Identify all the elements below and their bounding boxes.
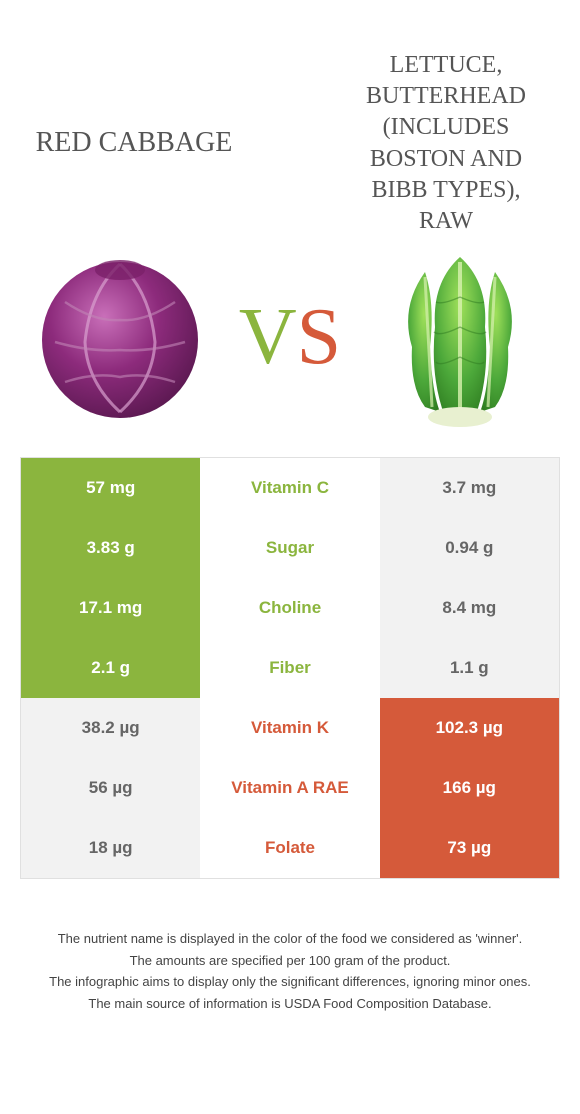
cell-left-value: 17.1 mg [21, 578, 200, 638]
footer-line: The amounts are specified per 100 gram o… [20, 951, 560, 971]
table-row: 57 mgVitamin C3.7 mg [21, 458, 559, 518]
table-row: 18 µgFolate73 µg [21, 818, 559, 878]
comparison-table: 57 mgVitamin C3.7 mg3.83 gSugar0.94 g17.… [20, 457, 560, 879]
images-row: VS [0, 247, 580, 457]
table-row: 2.1 gFiber1.1 g [21, 638, 559, 698]
cell-right-value: 102.3 µg [380, 698, 559, 758]
food-title-right: LETTUCE, BUTTERHEAD (INCLUDES BOSTON AND… [342, 50, 550, 237]
footer-line: The main source of information is USDA F… [20, 994, 560, 1014]
cell-left-value: 18 µg [21, 818, 200, 878]
table-row: 3.83 gSugar0.94 g [21, 518, 559, 578]
cell-left-value: 3.83 g [21, 518, 200, 578]
red-cabbage-icon [30, 247, 210, 427]
cell-nutrient-name: Sugar [200, 518, 379, 578]
cell-nutrient-name: Choline [200, 578, 379, 638]
table-row: 38.2 µgVitamin K102.3 µg [21, 698, 559, 758]
table-row: 56 µgVitamin A RAE166 µg [21, 758, 559, 818]
table-row: 17.1 mgCholine8.4 mg [21, 578, 559, 638]
cell-nutrient-name: Vitamin K [200, 698, 379, 758]
cell-left-value: 2.1 g [21, 638, 200, 698]
cell-nutrient-name: Vitamin C [200, 458, 379, 518]
cell-right-value: 1.1 g [380, 638, 559, 698]
cell-left-value: 57 mg [21, 458, 200, 518]
footer-line: The nutrient name is displayed in the co… [20, 929, 560, 949]
lettuce-icon [370, 247, 550, 427]
cell-right-value: 166 µg [380, 758, 559, 818]
cell-nutrient-name: Vitamin A RAE [200, 758, 379, 818]
vs-v: V [239, 292, 297, 383]
header-titles: RED CABBAGE LETTUCE, BUTTERHEAD (INCLUDE… [0, 0, 580, 247]
cell-left-value: 56 µg [21, 758, 200, 818]
vs-s: S [297, 292, 342, 383]
vs-label: VS [239, 292, 341, 383]
cell-left-value: 38.2 µg [21, 698, 200, 758]
cell-nutrient-name: Folate [200, 818, 379, 878]
cell-right-value: 8.4 mg [380, 578, 559, 638]
cell-right-value: 73 µg [380, 818, 559, 878]
food-title-left: RED CABBAGE [30, 125, 238, 161]
cell-nutrient-name: Fiber [200, 638, 379, 698]
cell-right-value: 3.7 mg [380, 458, 559, 518]
footer-notes: The nutrient name is displayed in the co… [0, 879, 580, 1045]
cell-right-value: 0.94 g [380, 518, 559, 578]
footer-line: The infographic aims to display only the… [20, 972, 560, 992]
